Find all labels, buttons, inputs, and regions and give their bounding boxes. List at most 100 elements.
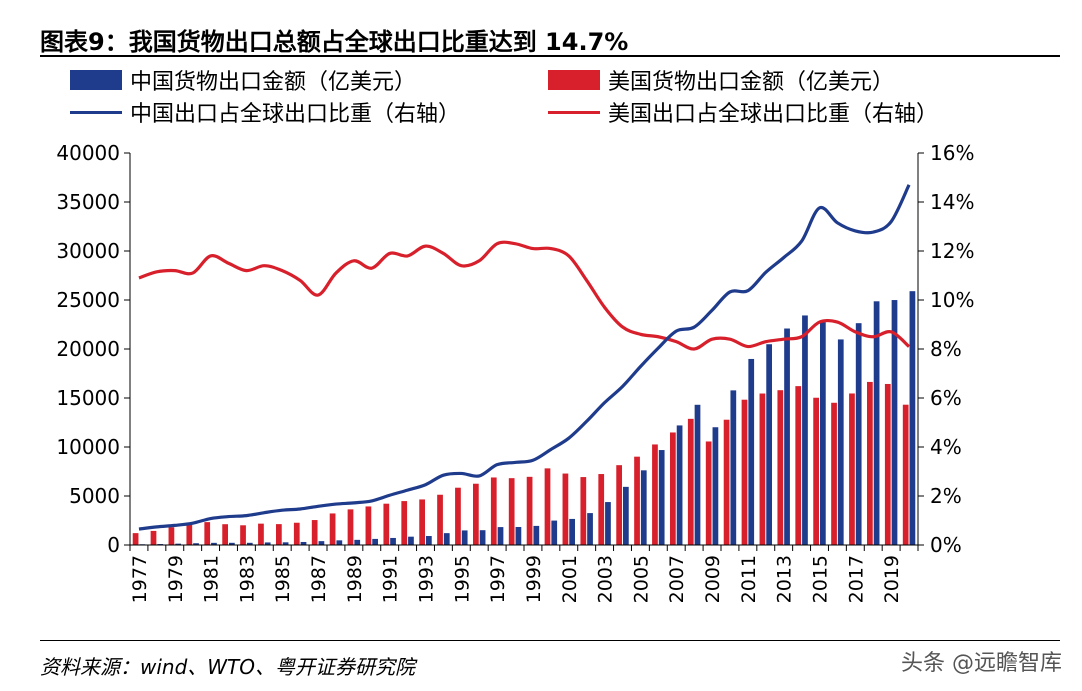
bar-us-2005 xyxy=(634,456,640,545)
bar-china-2011 xyxy=(748,358,755,545)
bar-china-2003 xyxy=(605,502,611,545)
bar-china-2018 xyxy=(873,301,880,545)
legend-label-china-share: 中国出口占全球出口比重（右轴） xyxy=(130,102,461,127)
legend-label-china-export: 中国货物出口金额（亿美元） xyxy=(130,70,417,95)
bar-us-1995 xyxy=(455,487,461,545)
legend-label-us-export: 美国货物出口金额（亿美元） xyxy=(608,70,895,95)
bar-china-1979 xyxy=(175,543,182,545)
bar-china-1994 xyxy=(443,533,450,545)
bar-us-1987 xyxy=(311,520,318,545)
bar-us-2009 xyxy=(705,441,712,545)
title-underline xyxy=(40,55,1060,57)
y-left-tick-label: 30000 xyxy=(56,239,120,263)
source-note: 资料来源：wind、WTO、粤开证券研究院 xyxy=(40,655,416,679)
bar-us-1992 xyxy=(401,501,408,545)
bar-us-2008 xyxy=(687,418,694,545)
bar-china-2013 xyxy=(784,328,790,545)
bar-us-1977 xyxy=(132,533,139,545)
bar-china-2004 xyxy=(623,486,629,545)
bar-china-2007 xyxy=(676,425,683,545)
bar-us-2018 xyxy=(866,381,873,545)
legend-item-china-export: 中国货物出口金额（亿美元） xyxy=(70,64,416,96)
bar-us-2017 xyxy=(849,393,855,545)
bar-china-1988 xyxy=(336,540,343,545)
bar-china-2015 xyxy=(820,322,826,545)
bar-china-1990 xyxy=(372,538,379,545)
legend-item-us-share: 美国出口占全球出口比重（右轴） xyxy=(548,96,938,128)
bar-us-2014 xyxy=(795,386,802,545)
bar-china-1992 xyxy=(408,536,414,545)
bar-china-1999 xyxy=(533,525,540,545)
bar-us-2016 xyxy=(831,402,837,545)
x-tick-label: 1995 xyxy=(451,555,473,603)
legend-item-us-export: 美国货物出口金额（亿美元） xyxy=(548,64,894,96)
bar-china-2009 xyxy=(712,427,719,545)
bar-china-1987 xyxy=(318,541,325,545)
legend-swatch-us-line xyxy=(548,110,600,114)
bar-china-1981 xyxy=(211,542,217,545)
x-tick-label: 1993 xyxy=(416,555,438,603)
bar-us-2000 xyxy=(544,468,551,545)
x-tick-label: 2017 xyxy=(845,555,867,603)
y-left-tick-label: 10000 xyxy=(56,435,120,459)
bar-us-1982 xyxy=(222,524,228,545)
y-right-tick-label: 16% xyxy=(930,141,974,165)
bar-us-1993 xyxy=(419,499,425,545)
x-tick-label: 1985 xyxy=(272,555,294,603)
legend-item-china-share: 中国出口占全球出口比重（右轴） xyxy=(70,96,460,128)
bar-us-2013 xyxy=(777,390,784,545)
bar-us-1980 xyxy=(186,523,193,545)
x-tick-label: 2005 xyxy=(630,555,652,603)
bar-us-1997 xyxy=(490,477,497,545)
bar-china-1983 xyxy=(246,542,253,545)
bar-china-2006 xyxy=(658,450,665,545)
x-tick-label: 2013 xyxy=(774,555,796,603)
bar-china-2002 xyxy=(587,513,593,545)
axes-layer: 0 5000 10000 15000 20000 25000 30000 35000 40000… xyxy=(56,141,974,603)
legend-label-us-share: 美国出口占全球出口比重（右轴） xyxy=(608,102,939,127)
bar-us-1978 xyxy=(150,530,157,545)
bar-china-1986 xyxy=(300,541,307,545)
x-tick-label: 1999 xyxy=(523,555,545,603)
bar-china-1980 xyxy=(193,543,199,545)
x-tick-label: 1977 xyxy=(129,555,151,603)
x-tick-label: 1981 xyxy=(201,555,223,603)
y-left-tick-label: 15000 xyxy=(56,386,120,410)
legend-swatch-china-line xyxy=(70,110,122,114)
x-tick-label: 2003 xyxy=(595,555,617,603)
bar-china-1991 xyxy=(390,537,396,545)
bar-china-2017 xyxy=(855,323,862,545)
bar-us-2002 xyxy=(580,477,587,545)
footer-divider xyxy=(40,640,1060,641)
x-tick-label: 2009 xyxy=(702,555,724,603)
x-tick-label: 1983 xyxy=(236,555,258,603)
chart-title: 图表9：我国货物出口总额占全球出口比重达到 14.7% xyxy=(40,28,629,56)
y-right-tick-label: 6% xyxy=(930,386,962,410)
x-tick-label: 1987 xyxy=(308,555,330,603)
x-tick-label: 2011 xyxy=(738,555,760,603)
bar-us-2004 xyxy=(616,465,622,545)
x-tick-label: 1989 xyxy=(344,555,366,603)
bar-us-1989 xyxy=(347,509,354,545)
y-right-tick-label: 10% xyxy=(930,288,974,312)
y-right-tick-label: 12% xyxy=(930,239,974,263)
bar-china-2005 xyxy=(640,470,647,545)
bar-china-1982 xyxy=(229,542,235,545)
x-tick-label: 1997 xyxy=(487,555,509,603)
bar-us-1991 xyxy=(383,503,390,545)
bar-china-1995 xyxy=(461,530,468,545)
bar-us-1985 xyxy=(275,524,282,545)
bar-us-1999 xyxy=(526,476,533,545)
bar-us-1988 xyxy=(329,513,336,545)
bar-china-2020 xyxy=(909,291,916,545)
bars-layer xyxy=(132,291,916,545)
y-right-tick-label: 14% xyxy=(930,190,974,214)
bar-china-2019 xyxy=(891,300,898,545)
bar-china-1997 xyxy=(497,527,504,545)
x-tick-label: 2019 xyxy=(881,555,903,603)
bar-us-1979 xyxy=(168,527,175,545)
bar-us-2019 xyxy=(884,383,891,545)
bar-us-2020 xyxy=(902,404,909,545)
bar-us-2011 xyxy=(741,399,748,545)
y-left-tick-label: 40000 xyxy=(56,141,120,165)
